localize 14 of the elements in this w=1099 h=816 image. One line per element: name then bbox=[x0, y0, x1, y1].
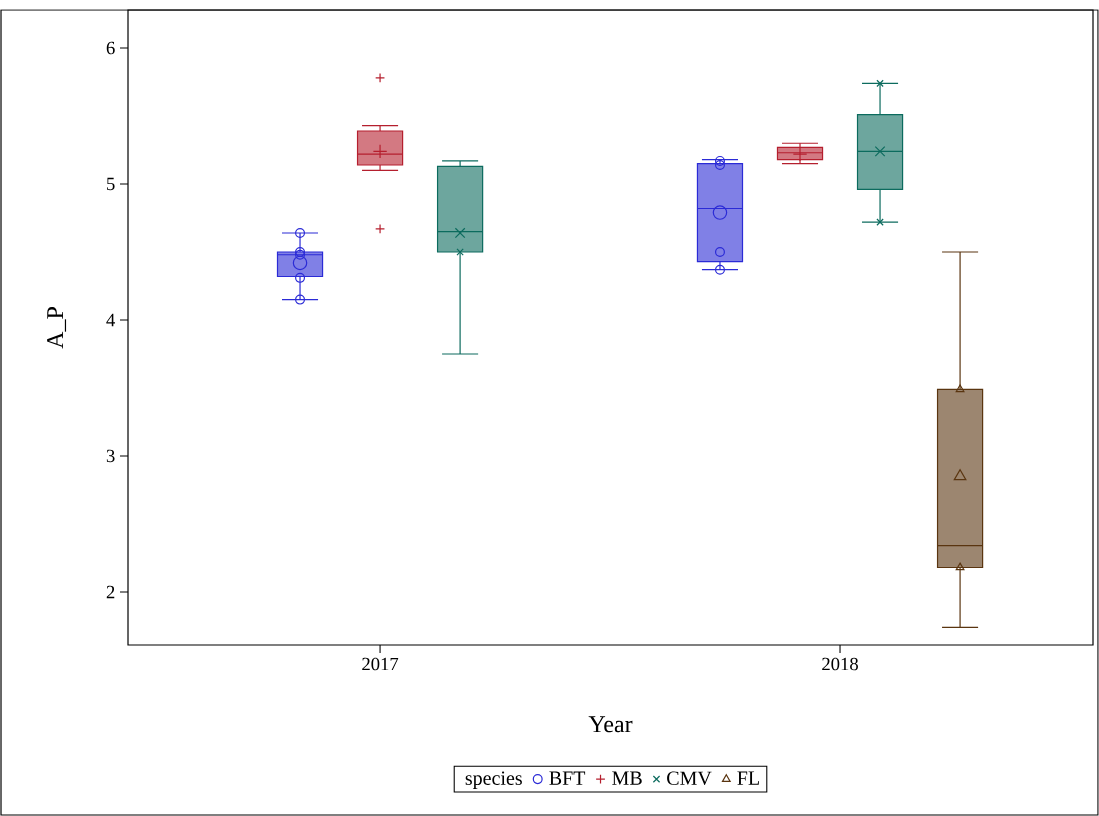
legend-label: FL bbox=[737, 771, 759, 785]
y-tick-label: 2 bbox=[106, 585, 115, 599]
legend-label: MB bbox=[612, 771, 642, 785]
legend-label: BFT bbox=[549, 771, 586, 785]
legend-label: CMV bbox=[667, 771, 712, 786]
y-tick-label: 3 bbox=[106, 449, 115, 463]
y-tick-label: 6 bbox=[106, 41, 115, 55]
y-tick-label: 5 bbox=[107, 177, 115, 191]
y-axis-title: A_P bbox=[47, 307, 67, 349]
x-tick-label: 2017 bbox=[362, 657, 399, 671]
x-axis-title: Year bbox=[588, 716, 633, 733]
y-tick-label: 4 bbox=[106, 313, 116, 327]
x-tick-label: 2018 bbox=[822, 657, 858, 671]
legend-title: species bbox=[465, 771, 522, 790]
